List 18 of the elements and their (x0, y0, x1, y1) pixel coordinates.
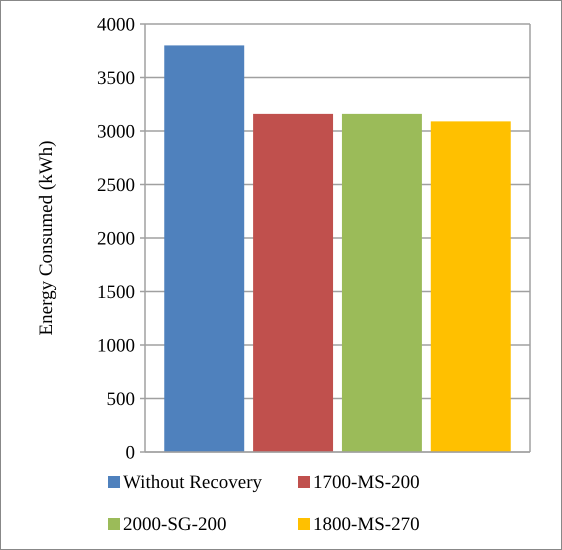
y-tick-label: 2000 (97, 228, 135, 250)
y-tick-label: 4000 (97, 14, 135, 36)
legend-label: 1700-MS-200 (313, 472, 420, 493)
bar (253, 114, 334, 452)
y-tick-label: 500 (106, 389, 135, 410)
bar (164, 45, 244, 452)
bar (342, 114, 422, 452)
y-axis-title: Energy Consumed (kWh) (36, 140, 57, 336)
y-tick-label: 1000 (97, 336, 135, 357)
y-tick-label: 3000 (97, 122, 135, 143)
y-tick-label: 2500 (97, 175, 135, 196)
legend-label: Without Recovery (123, 472, 263, 493)
y-tick-label: 0 (126, 442, 135, 464)
y-tick-label: 3500 (97, 68, 135, 90)
y-tick-label: 1500 (97, 282, 135, 304)
bar (430, 121, 511, 452)
legend-label: 1800-MS-270 (313, 514, 420, 535)
legend-label: 2000-SG-200 (123, 514, 226, 535)
